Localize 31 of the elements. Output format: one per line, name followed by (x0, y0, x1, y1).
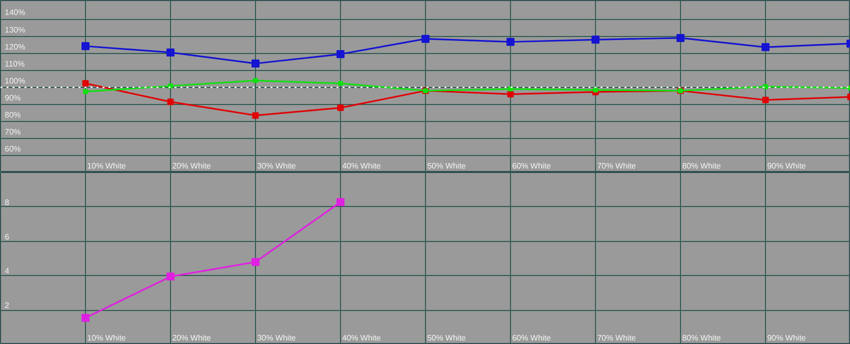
y-tick-label: 8 (4, 198, 10, 207)
y-tick-label: 110% (4, 59, 25, 68)
x-tick-label: 70% White (597, 334, 636, 342)
y-tick-label: 140% (4, 8, 26, 18)
x-tick-label: 90% White (767, 334, 806, 342)
x-tick-label: 40% White (342, 334, 382, 342)
y-tick-label: 2 (4, 301, 10, 310)
x-tick-label: 10% White (87, 334, 126, 342)
y-tick-label: 80% (4, 110, 21, 120)
y-tick-label: 90% (4, 93, 21, 102)
x-tick-label: 90% White (767, 162, 806, 170)
x-tick-label: 40% White (342, 162, 382, 170)
x-tick-label: 50% White (427, 334, 466, 342)
x-tick-label: 20% White (172, 162, 212, 170)
x-tick-label: 70% White (597, 162, 636, 170)
x-tick-label: 10% White (87, 162, 126, 170)
x-tick-label: 30% White (257, 334, 296, 342)
y-tick-label: 6 (4, 232, 10, 242)
x-tick-label: 20% White (172, 334, 212, 342)
x-tick-label: 80% White (682, 162, 722, 170)
y-tick-label: 100% (4, 76, 26, 86)
x-tick-label: 30% White (257, 162, 296, 170)
y-tick-label: 4 (4, 266, 10, 276)
x-tick-label: 60% White (512, 334, 552, 342)
y-tick-label: 130% (4, 25, 26, 34)
x-tick-label: 80% White (682, 334, 722, 342)
x-tick-label: 60% White (512, 162, 552, 170)
x-tick-label: 50% White (427, 162, 466, 170)
y-tick-label: 60% (4, 144, 21, 154)
y-tick-label: 70% (4, 127, 21, 136)
y-tick-label: 120% (4, 42, 26, 52)
